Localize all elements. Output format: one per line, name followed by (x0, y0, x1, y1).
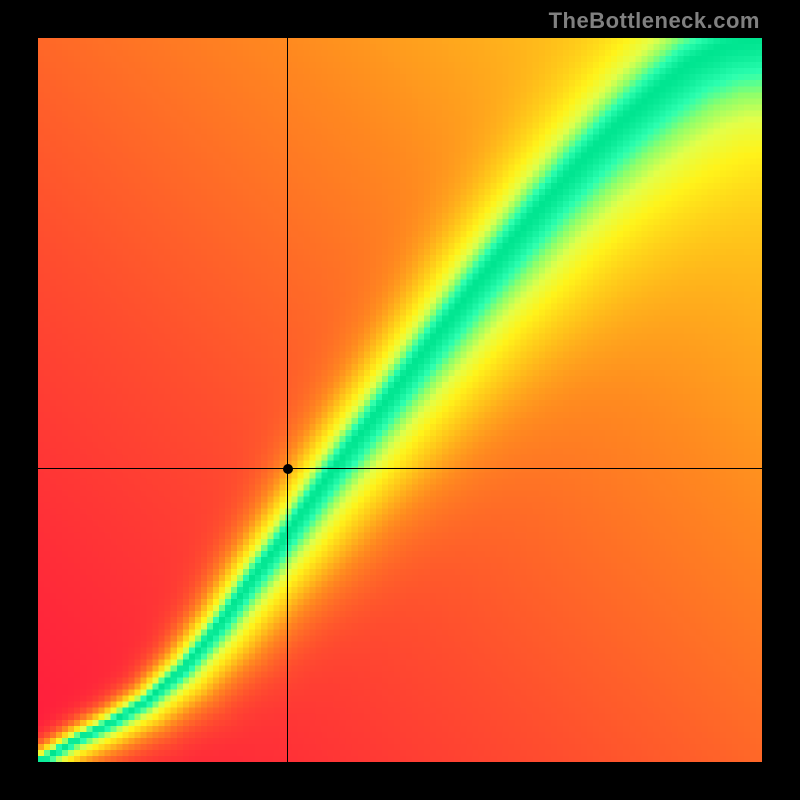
crosshair-vertical (287, 38, 288, 762)
chart-container: TheBottleneck.com (0, 0, 800, 800)
bottleneck-heatmap (38, 38, 762, 762)
crosshair-horizontal (38, 468, 762, 469)
watermark-text: TheBottleneck.com (549, 8, 760, 34)
data-point-marker (283, 464, 293, 474)
